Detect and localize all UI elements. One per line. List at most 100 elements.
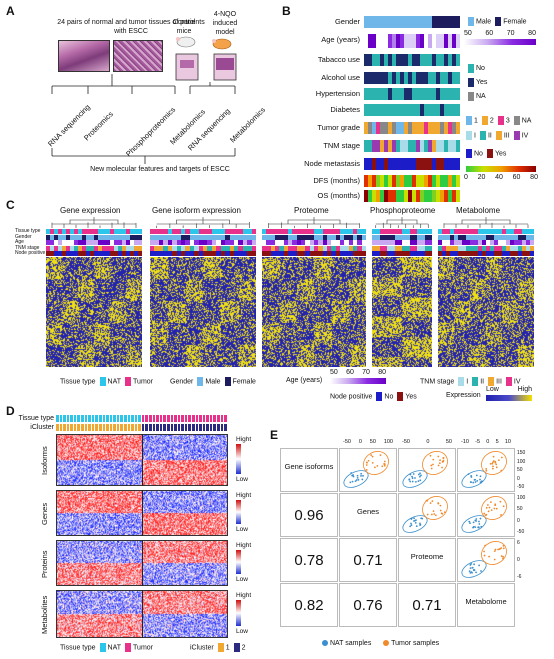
b-clinical-bar (364, 104, 460, 116)
c-legend-age: Age (years) (286, 377, 323, 384)
c-legend-age-ticks: 50 60 70 80 (330, 369, 386, 376)
e-tumor-point (490, 509, 493, 512)
d-scale-high: Hight (236, 436, 252, 443)
c-annotation-bar (150, 229, 256, 234)
c-heatmap (372, 257, 432, 367)
control-mice-label: Control mice (172, 19, 196, 35)
c-annotation-bar (262, 229, 366, 234)
d-block-label: Genes (40, 502, 49, 526)
panel-d-label: D (6, 404, 15, 418)
e-nat-point (417, 473, 420, 476)
e-nat-point (409, 480, 412, 483)
d-track-labels: Tissue type iCluster (18, 415, 54, 431)
c-title-isoform: Gene isoform expression (152, 206, 241, 215)
d-legend-icluster: iCluster 1 2 (190, 643, 246, 652)
e-tumor-point (432, 463, 434, 466)
b-legend-dfs-ticks: 0 20 40 60 80 (464, 174, 538, 181)
e-nat-point (468, 520, 471, 523)
d-scale-colorbar (236, 444, 241, 474)
c-annotation-bar (438, 245, 534, 251)
e-tumor-point (485, 468, 488, 470)
e-tumor-point (484, 544, 487, 547)
e-nat-point (410, 524, 413, 527)
b-row-label: Tabacco use (317, 55, 360, 64)
e-nat-point (474, 478, 477, 481)
d-legend-tissue: Tissue type NAT Tumor (60, 643, 153, 652)
b-clinical-bar (364, 16, 460, 28)
d-scale-low: Low (236, 526, 248, 533)
d-cluster-divider (142, 540, 143, 586)
c-annotation-bar (150, 234, 256, 240)
e-scatter-plot (343, 451, 389, 488)
e-tumor-point (494, 504, 497, 507)
c-dendrogram (51, 217, 137, 228)
c-annotation-bar (438, 251, 534, 256)
e-corr-value: 0.71 (412, 597, 442, 614)
e-nat-point (349, 481, 352, 484)
b-legend-tnm: I II III IV (462, 131, 528, 140)
mice-illustration (175, 36, 237, 81)
d-scale-high: Hight (236, 492, 252, 499)
e-nat-point (469, 564, 472, 566)
c-annotation-bar (150, 245, 256, 251)
e-nat-point (414, 477, 416, 479)
e-nat-point (475, 520, 478, 522)
e-tumor-point (433, 513, 436, 515)
e-tumor-point (497, 548, 499, 551)
omics-proteomics: Proteomics (82, 109, 115, 143)
c-expr-colorbar (486, 395, 532, 401)
e-corr-value: 0.76 (353, 597, 383, 614)
e-diag-cell: Genes (339, 493, 397, 537)
d-scale-low: Low (236, 476, 248, 483)
c-annotation-bar (46, 245, 142, 251)
bottom-bracket (51, 148, 236, 164)
model-label: 4-NQO induced model (212, 11, 238, 36)
e-tumor-point (498, 548, 501, 551)
e-tumor-ellipse (481, 496, 507, 520)
e-nat-point (414, 521, 417, 524)
c-annotation-bar (262, 234, 366, 240)
e-nat-point (475, 474, 478, 477)
e-nat-point (479, 481, 482, 484)
d-block-label: Proteins (40, 550, 49, 578)
e-nat-ellipse (461, 560, 487, 578)
e-nat-point (471, 566, 474, 569)
e-nat-point (481, 480, 483, 483)
e-tumor-point (502, 544, 505, 547)
e-tumor-ellipse (481, 541, 507, 565)
e-corr-value: 0.78 (294, 552, 324, 569)
b-clinical-bar (364, 54, 460, 66)
c-row-labels: Tissue type Gender Age TNM stage Node po… (15, 228, 46, 256)
c-heatmap (150, 257, 256, 367)
e-nat-point (473, 568, 475, 571)
e-diag-label: Gene isoforms (284, 462, 334, 471)
e-tumor-point (426, 513, 429, 516)
c-legend-tnm: TNM stage I II III IV (420, 377, 521, 386)
e-nat-point (408, 478, 411, 481)
c-legend-node: Node positive No Yes (330, 392, 417, 401)
e-nat-point (351, 480, 354, 483)
b-age-colorbar (464, 39, 536, 45)
b-legend-age-ticks: 50 60 70 80 (464, 30, 536, 37)
e-corr-value: 0.82 (294, 597, 324, 614)
e-nat-point (360, 475, 362, 477)
e-tumor-point (487, 504, 489, 506)
e-nat-point (479, 517, 482, 520)
e-scatter-cell (398, 448, 456, 492)
e-corr-cell: 0.78 (280, 538, 338, 582)
e-tumor-point (438, 462, 441, 465)
e-tumor-point (440, 512, 443, 515)
c-heatmap (262, 257, 366, 367)
e-right-ticks: 150 100 50 0 -50 (517, 450, 526, 490)
e-nat-point (418, 475, 421, 478)
c-annotation-bar (438, 234, 534, 240)
tissue-image-tumor (113, 40, 163, 72)
e-nat-point (419, 472, 421, 475)
e-nat-ellipse (402, 470, 428, 488)
e-tumor-point (430, 467, 433, 470)
e-tumor-point (492, 455, 495, 458)
e-tumor-point (494, 548, 497, 551)
e-tumor-point (495, 463, 498, 466)
e-tumor-point (367, 459, 370, 462)
e-tumor-point (383, 460, 386, 463)
